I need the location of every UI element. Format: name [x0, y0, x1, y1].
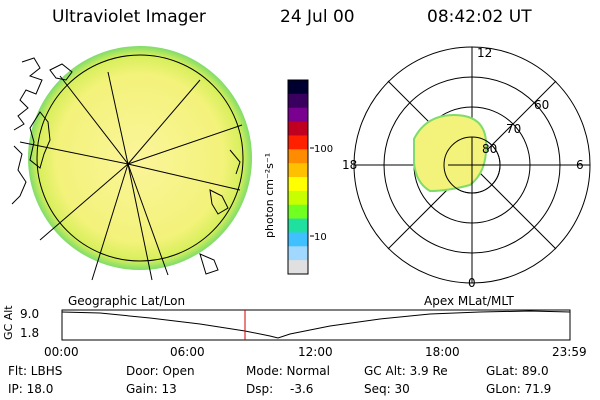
mlat-label-80: 80 — [482, 142, 497, 156]
gc-altitude-timeline: GC Alt 9.0 1.8 — [2, 305, 571, 341]
dsp-label: Dsp: — [246, 382, 274, 396]
colorbar-swatch — [288, 260, 308, 275]
colorbar-swatch — [288, 246, 308, 261]
colorbar-swatch — [288, 121, 308, 136]
seq-status: Seq: 30 — [364, 382, 410, 396]
x-tick-1800: 18:00 — [425, 345, 460, 359]
polar-mlt-plot: 12 18 6 0 60 70 80 — [342, 46, 591, 290]
colorbar-swatch — [288, 107, 308, 123]
apex-mlat-mlt-label: Apex MLat/MLT — [424, 294, 514, 308]
colorbar-swatch — [288, 204, 308, 220]
mlt-label-6: 6 — [576, 158, 584, 172]
glon-status: GLon: 71.9 — [486, 382, 552, 396]
latitude-circle — [36, 54, 244, 262]
mlt-label-12: 12 — [477, 46, 492, 60]
time-label: 08:42:02 UT — [427, 7, 532, 27]
mlt-label-18: 18 — [342, 158, 357, 172]
geo-latlon-label: Geographic Lat/Lon — [68, 294, 186, 308]
meridian-lines — [19, 71, 243, 281]
y-tick-9: 9.0 — [20, 307, 39, 321]
colorbar-swatch — [288, 190, 308, 206]
auroral-oval — [413, 113, 488, 193]
y-tick-1-8: 1.8 — [20, 326, 39, 340]
mlat-label-60: 60 — [534, 98, 549, 112]
filter-status: Flt: LBHS — [8, 364, 63, 378]
colorbar-unit-label: photon cm⁻²s⁻¹ — [263, 153, 276, 238]
mode-status: Mode: Normal — [246, 364, 330, 378]
x-tick-0000: 00:00 — [44, 345, 79, 359]
door-status: Door: Open — [126, 364, 195, 378]
colorbar-tick-10: 10 — [314, 232, 327, 243]
gc-alt-status: GC Alt: 3.9 Re — [364, 364, 448, 378]
gain-status: Gain: 13 — [126, 382, 177, 396]
x-tick-1200: 12:00 — [298, 345, 333, 359]
x-tick-2359: 23:59 — [552, 345, 587, 359]
dsp-value: -3.6 — [290, 382, 314, 396]
colorbar-swatch — [288, 232, 308, 247]
colorbar: photon cm⁻²s⁻¹ 100 10 — [263, 79, 333, 275]
colorbar-frame — [287, 79, 309, 275]
geographic-image — [11, 46, 252, 281]
app-title: Ultraviolet Imager — [52, 7, 206, 27]
mlt-label-0: 0 — [468, 276, 476, 290]
colorbar-swatch — [288, 80, 308, 95]
colorbar-swatch — [288, 135, 308, 150]
y-axis-label: GC Alt — [2, 305, 15, 340]
uv-emission-disk — [28, 46, 252, 270]
colorbar-swatch — [288, 177, 308, 192]
colorbar-tick-100: 100 — [314, 144, 333, 155]
altitude-curve — [61, 310, 571, 339]
x-tick-0600: 06:00 — [170, 345, 205, 359]
coastlines — [11, 57, 241, 275]
timeline-frame — [61, 309, 571, 341]
glat-status: GLat: 89.0 — [486, 364, 549, 378]
colorbar-swatch — [288, 163, 308, 178]
mlat-label-70: 70 — [506, 122, 521, 136]
ip-status: IP: 18.0 — [8, 382, 54, 396]
colorbar-swatch — [288, 218, 308, 233]
colorbar-swatch — [288, 93, 308, 109]
colorbar-swatch — [288, 149, 308, 164]
date-label: 24 Jul 00 — [280, 7, 355, 27]
